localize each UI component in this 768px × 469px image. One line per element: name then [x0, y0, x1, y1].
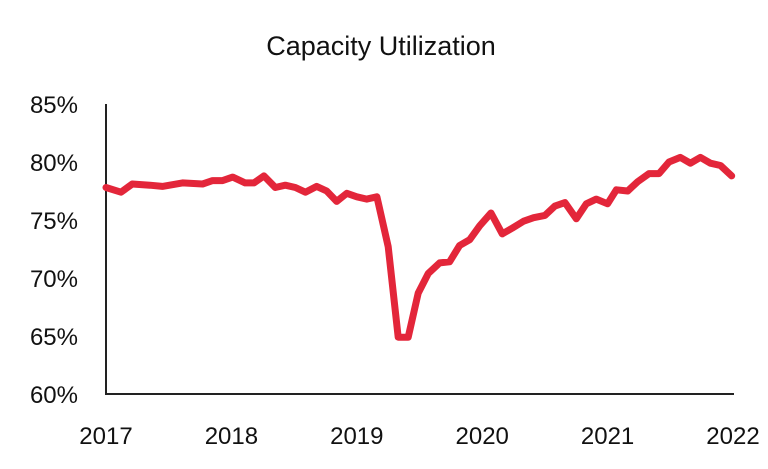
- y-tick-label: 65%: [30, 324, 78, 351]
- chart-title: Capacity Utilization: [266, 31, 496, 61]
- y-tick-label: 80%: [30, 150, 78, 177]
- x-tick-label: 2020: [456, 423, 509, 450]
- y-tick-label: 85%: [30, 92, 78, 119]
- y-tick-label: 70%: [30, 266, 78, 293]
- y-tick-label: 60%: [30, 382, 78, 409]
- series-line-capacity-utilization: [102, 153, 736, 341]
- x-tick-label: 2019: [330, 423, 383, 450]
- x-tick-label: 2021: [581, 423, 634, 450]
- x-tick-label: 2022: [706, 423, 759, 450]
- x-tick-label: 2018: [205, 423, 258, 450]
- y-tick-label: 75%: [30, 208, 78, 235]
- x-tick-label: 2017: [79, 423, 132, 450]
